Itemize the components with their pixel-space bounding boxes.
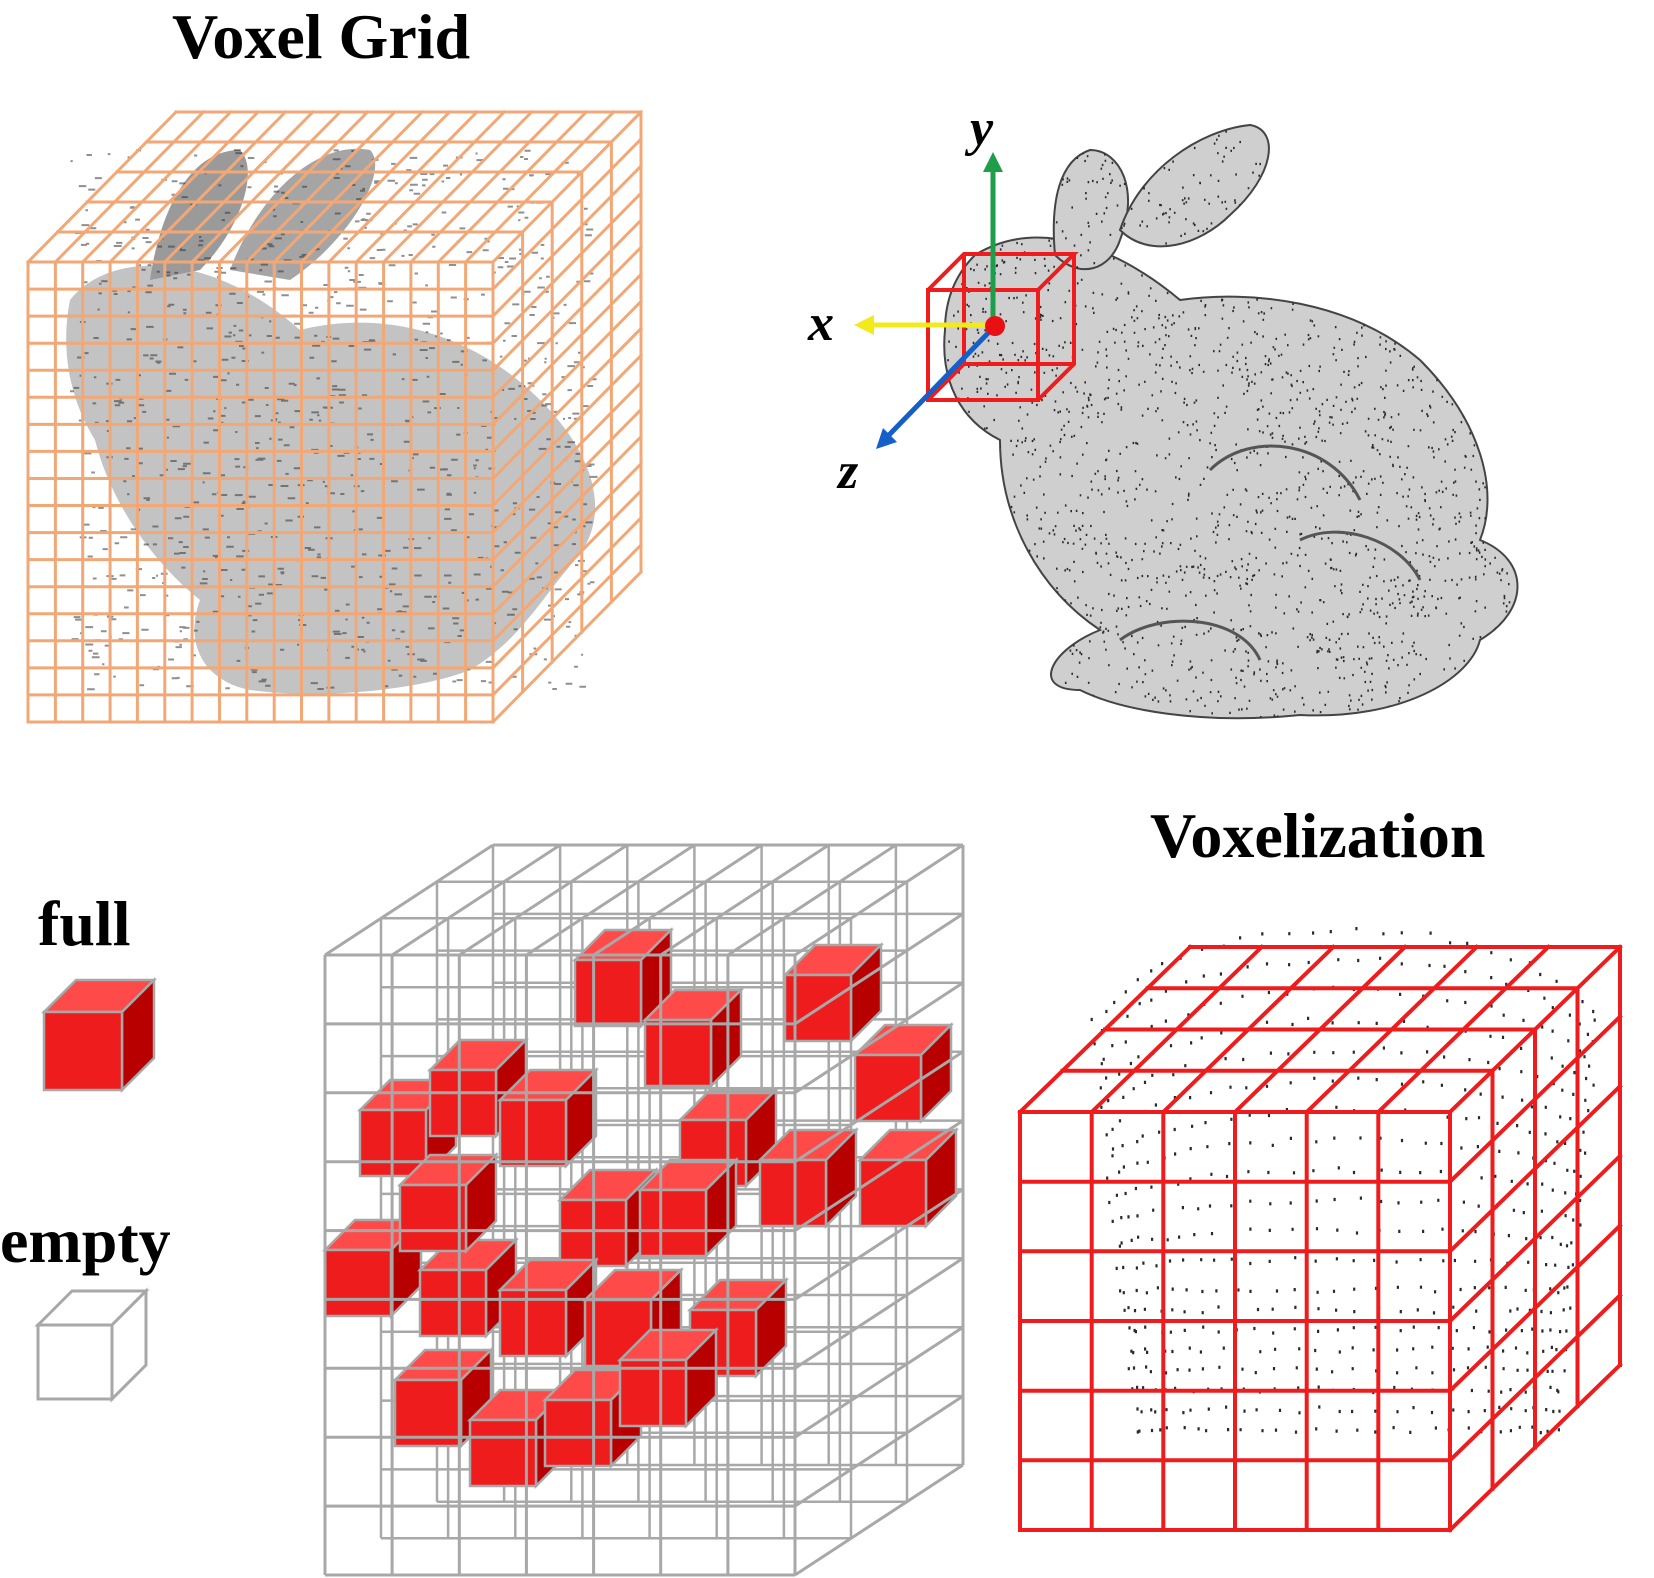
full-voxel [641,986,745,1090]
voxelization-title: Voxelization [1150,800,1485,871]
point-cloud-panel: y x z [807,100,1519,720]
origin-point [985,316,1005,336]
bunny-point-cloud [943,123,1519,720]
full-voxel [636,1156,740,1260]
voxelized-point-cloud [1090,927,1596,1435]
full-voxel [856,1126,960,1230]
legend-empty-cube [34,1287,150,1403]
full-voxel [851,1021,955,1125]
occupancy-grid-panel [321,843,965,1577]
orange-voxel-grid [25,109,644,725]
legend-empty-label: empty [0,1205,171,1276]
local-voxel-cube [926,252,1079,402]
full-voxel [496,1256,600,1360]
voxelization-panel: Voxelization [1017,800,1623,1533]
full-voxels [321,926,960,1490]
z-axis-label: z [836,443,859,500]
full-voxel [686,1276,790,1380]
full-voxel [781,941,885,1045]
x-axis-arrow [854,315,993,335]
empty-voxel-grid-front [323,843,965,1577]
voxel-grid-panel: Voxel Grid [25,1,644,725]
legend: full empty [0,888,171,1403]
full-voxel [416,1236,520,1340]
legend-full-cube [40,976,158,1094]
full-voxel [616,1326,720,1430]
red-voxel-grid [1017,944,1623,1533]
y-axis-arrow [983,152,1003,322]
legend-full-label: full [38,888,130,959]
x-axis-label: x [807,295,834,352]
full-voxel [496,1066,600,1170]
voxel-grid-title: Voxel Grid [172,1,470,72]
full-voxel [396,1151,500,1255]
full-voxel [756,1126,860,1230]
legend-empty-voxel-icon [34,1287,150,1403]
legend-full-voxel-icon [40,976,158,1094]
y-axis-label: y [964,100,994,157]
coordinate-axes: y x z [807,100,1005,500]
z-axis-arrow [876,326,995,449]
